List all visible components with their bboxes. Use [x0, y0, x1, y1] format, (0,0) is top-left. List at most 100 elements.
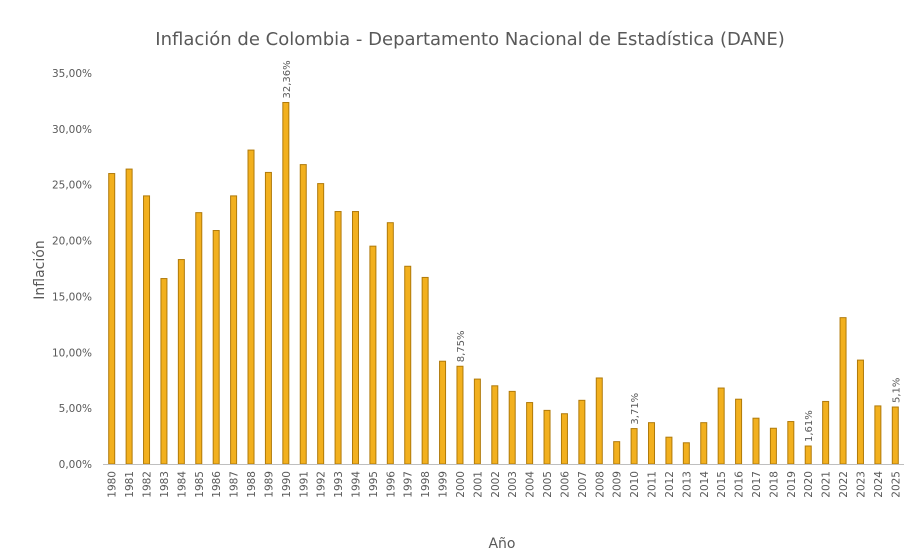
x-tick-label-1997: 1997 [403, 471, 415, 498]
x-tick-label-2020: 2020 [803, 471, 815, 498]
bar-2021 [822, 400, 830, 465]
bar-1997 [404, 265, 412, 465]
bar-1996 [386, 222, 394, 465]
x-tick-label-2010: 2010 [629, 471, 641, 498]
y-axis-ticks: 0,00% 5,00% 10,00% 15,00% 20,00% 25,00% 30,00%… [52, 68, 92, 471]
x-tick-label-1992: 1992 [316, 471, 328, 498]
bar-2007 [578, 399, 586, 465]
bar-2011 [648, 422, 656, 465]
x-tick-label-1991: 1991 [298, 471, 310, 498]
bar-1998 [421, 276, 429, 465]
x-tick-label-2018: 2018 [768, 471, 780, 498]
x-tick-label-2011: 2011 [647, 471, 659, 498]
x-tick-label-1984: 1984 [176, 471, 188, 498]
x-tick-label-2005: 2005 [542, 471, 554, 498]
x-tick-label-1996: 1996 [385, 471, 397, 498]
x-tick-label-2019: 2019 [786, 471, 798, 498]
bar-2003 [508, 390, 516, 465]
bar-1984 [177, 259, 185, 465]
bar-2018 [769, 427, 777, 465]
bar-1986 [212, 230, 220, 465]
bar-1992 [317, 183, 325, 465]
x-tick-label-2022: 2022 [838, 471, 850, 498]
x-tick-label-1980: 1980 [107, 471, 119, 498]
x-tick-label-1988: 1988 [246, 471, 258, 498]
bar-1994 [351, 211, 359, 465]
y-tick-label: 0,00% [59, 459, 92, 471]
x-tick-label-2015: 2015 [716, 471, 728, 498]
x-tick-label-1985: 1985 [194, 471, 206, 498]
bar-2002 [491, 385, 499, 465]
bar-1990 [282, 101, 290, 465]
x-tick-label-2004: 2004 [525, 471, 537, 498]
data-label-1990: 32,36% [282, 60, 293, 98]
data-label-2020: 1,61% [804, 410, 815, 442]
x-tick-label-2021: 2021 [821, 471, 833, 498]
bar-2010 [630, 428, 638, 465]
data-label-2010: 3,71% [630, 393, 641, 425]
y-tick-label: 30,00% [52, 124, 92, 136]
data-label-2025: 5,1% [891, 378, 902, 403]
x-tick-label-2016: 2016 [734, 471, 746, 498]
bar-2014 [700, 422, 708, 465]
x-tick-label-1982: 1982 [142, 471, 154, 498]
bar-2001 [473, 378, 481, 465]
y-tick-label: 10,00% [52, 347, 92, 359]
bar-1980 [108, 173, 116, 465]
bar-2006 [560, 413, 568, 465]
bar-1991 [299, 164, 307, 465]
bar-2025 [891, 406, 899, 465]
y-axis-title: Inflación [32, 240, 48, 299]
x-axis-title: Año [488, 536, 515, 552]
x-tick-label-1995: 1995 [368, 471, 380, 498]
x-tick-label-1998: 1998 [420, 471, 432, 498]
bar-1981 [125, 168, 133, 465]
bar-2017 [752, 417, 760, 465]
bar-1999 [439, 360, 447, 465]
y-tick-label: 35,00% [52, 68, 92, 80]
y-tick-label: 20,00% [52, 236, 92, 248]
x-tick-label-2003: 2003 [507, 471, 519, 498]
x-tick-label-2013: 2013 [681, 471, 693, 498]
bar-1989 [264, 171, 272, 465]
x-tick-label-2012: 2012 [664, 471, 676, 498]
bar-2020 [804, 445, 812, 465]
x-tick-label-1981: 1981 [124, 471, 136, 498]
x-tick-label-2014: 2014 [699, 471, 711, 498]
bar-1987 [230, 195, 238, 465]
x-axis-ticks: 1980 1981 1982 1983 1984 1985 1986 1987 1988 1989… [107, 471, 903, 498]
x-tick-label-1990: 1990 [281, 471, 293, 498]
bar-2009 [613, 441, 621, 465]
x-tick-label-1983: 1983 [159, 471, 171, 498]
x-tick-label-1987: 1987 [229, 471, 241, 498]
x-tick-label-2000: 2000 [455, 471, 467, 498]
x-tick-label-1989: 1989 [263, 471, 275, 498]
x-tick-label-2007: 2007 [577, 471, 589, 498]
bar-1995 [369, 245, 377, 465]
bar-1988 [247, 149, 255, 465]
data-label-2000: 8,75% [456, 330, 467, 362]
bar-2008 [595, 377, 603, 465]
bar-2000 [456, 365, 464, 465]
x-tick-label-1993: 1993 [333, 471, 345, 498]
x-tick-label-1994: 1994 [350, 471, 362, 498]
bar-1993 [334, 211, 342, 465]
y-tick-label: 15,00% [52, 291, 92, 303]
x-tick-label-2023: 2023 [855, 471, 867, 498]
x-tick-label-2002: 2002 [490, 471, 502, 498]
bar-2023 [856, 359, 864, 465]
bar-1982 [143, 195, 151, 465]
x-tick-label-2008: 2008 [594, 471, 606, 498]
x-tick-label-2024: 2024 [873, 471, 885, 498]
x-tick-label-2017: 2017 [751, 471, 763, 498]
y-tick-label: 5,00% [59, 403, 92, 415]
x-tick-label-2009: 2009 [612, 471, 624, 498]
bar-1985 [195, 212, 203, 465]
bar-2015 [717, 387, 725, 465]
data-labels-group: 32,36% 8,75% 3,71% 1,61% 5,1% [282, 60, 902, 442]
bar-2005 [543, 409, 551, 465]
x-tick-label-2001: 2001 [472, 471, 484, 498]
bar-2019 [787, 421, 795, 465]
x-tick-label-2006: 2006 [559, 471, 571, 498]
